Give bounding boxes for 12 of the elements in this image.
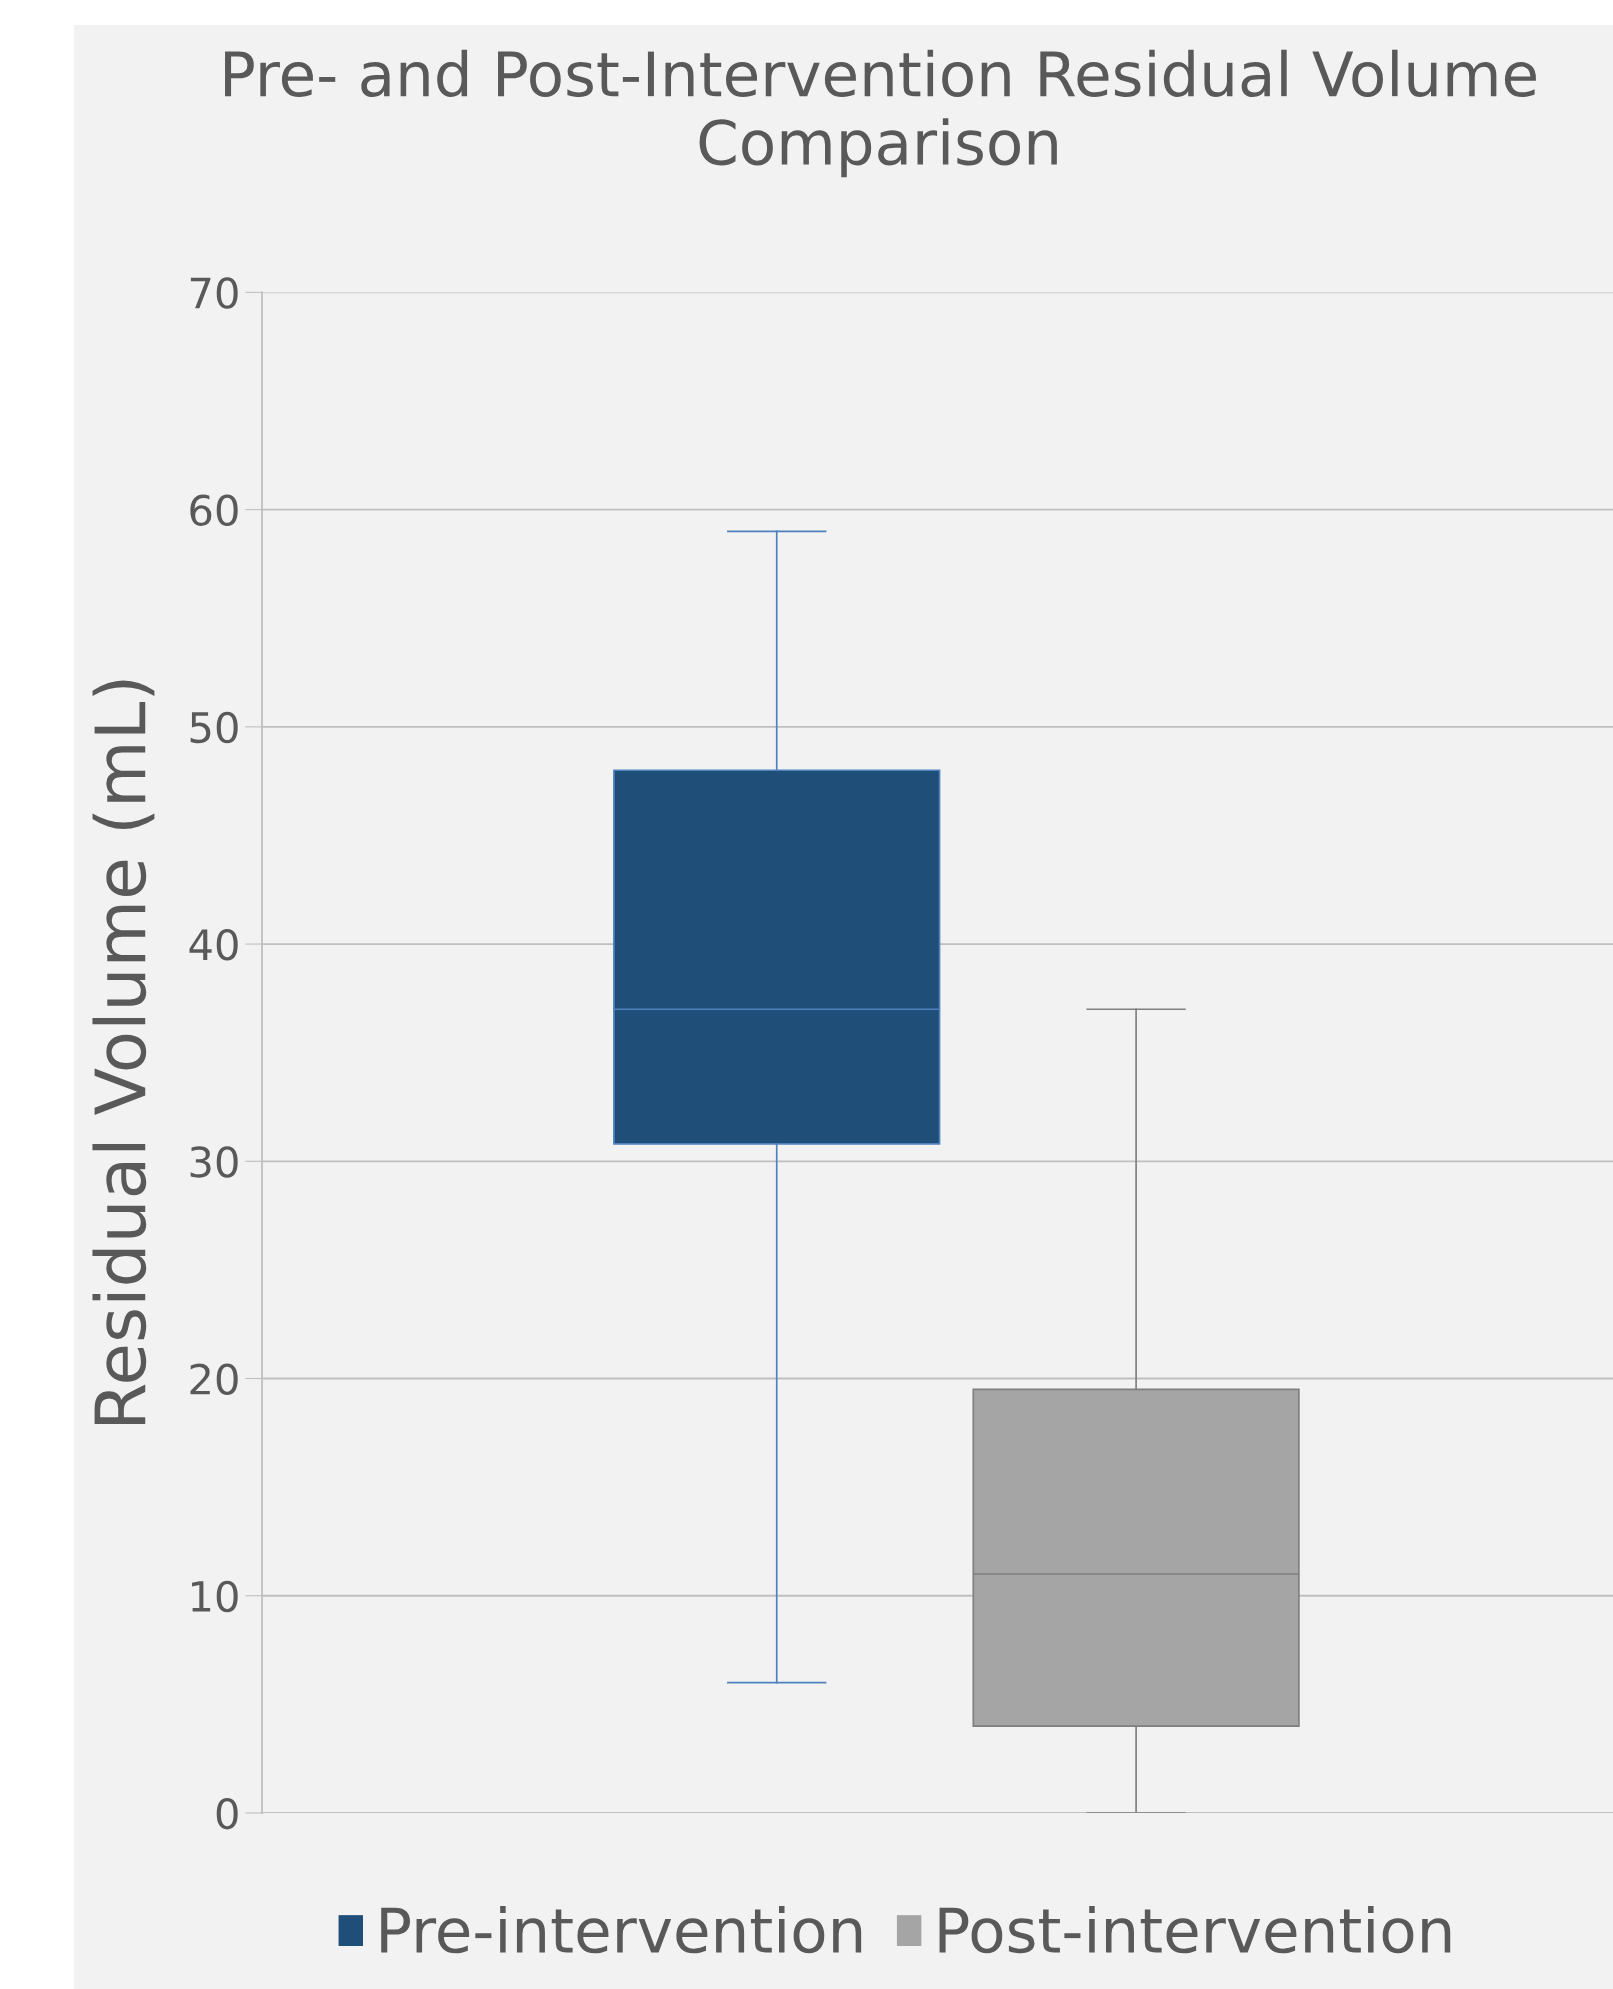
y-tick-label: 10: [192, 1580, 238, 1613]
y-tick-label: 20: [190, 1363, 238, 1395]
y-tick-label: 30: [190, 1146, 238, 1178]
y-tick-label: 60: [190, 494, 238, 527]
y-tick-label: 40: [189, 928, 238, 961]
y-tick-label: 50: [190, 711, 238, 744]
y-tick-label: 70: [190, 277, 238, 309]
legend-label: Post-intervention: [939, 1905, 1451, 1954]
y-axis-title: Residual Volume (mL): [92, 680, 155, 1424]
chart-title: Pre- and Post-Intervention Residual Volume Comparison: [225, 49, 1536, 178]
legend-label: Pre-intervention: [381, 1905, 862, 1954]
y-tick-label: 0: [216, 1797, 238, 1830]
